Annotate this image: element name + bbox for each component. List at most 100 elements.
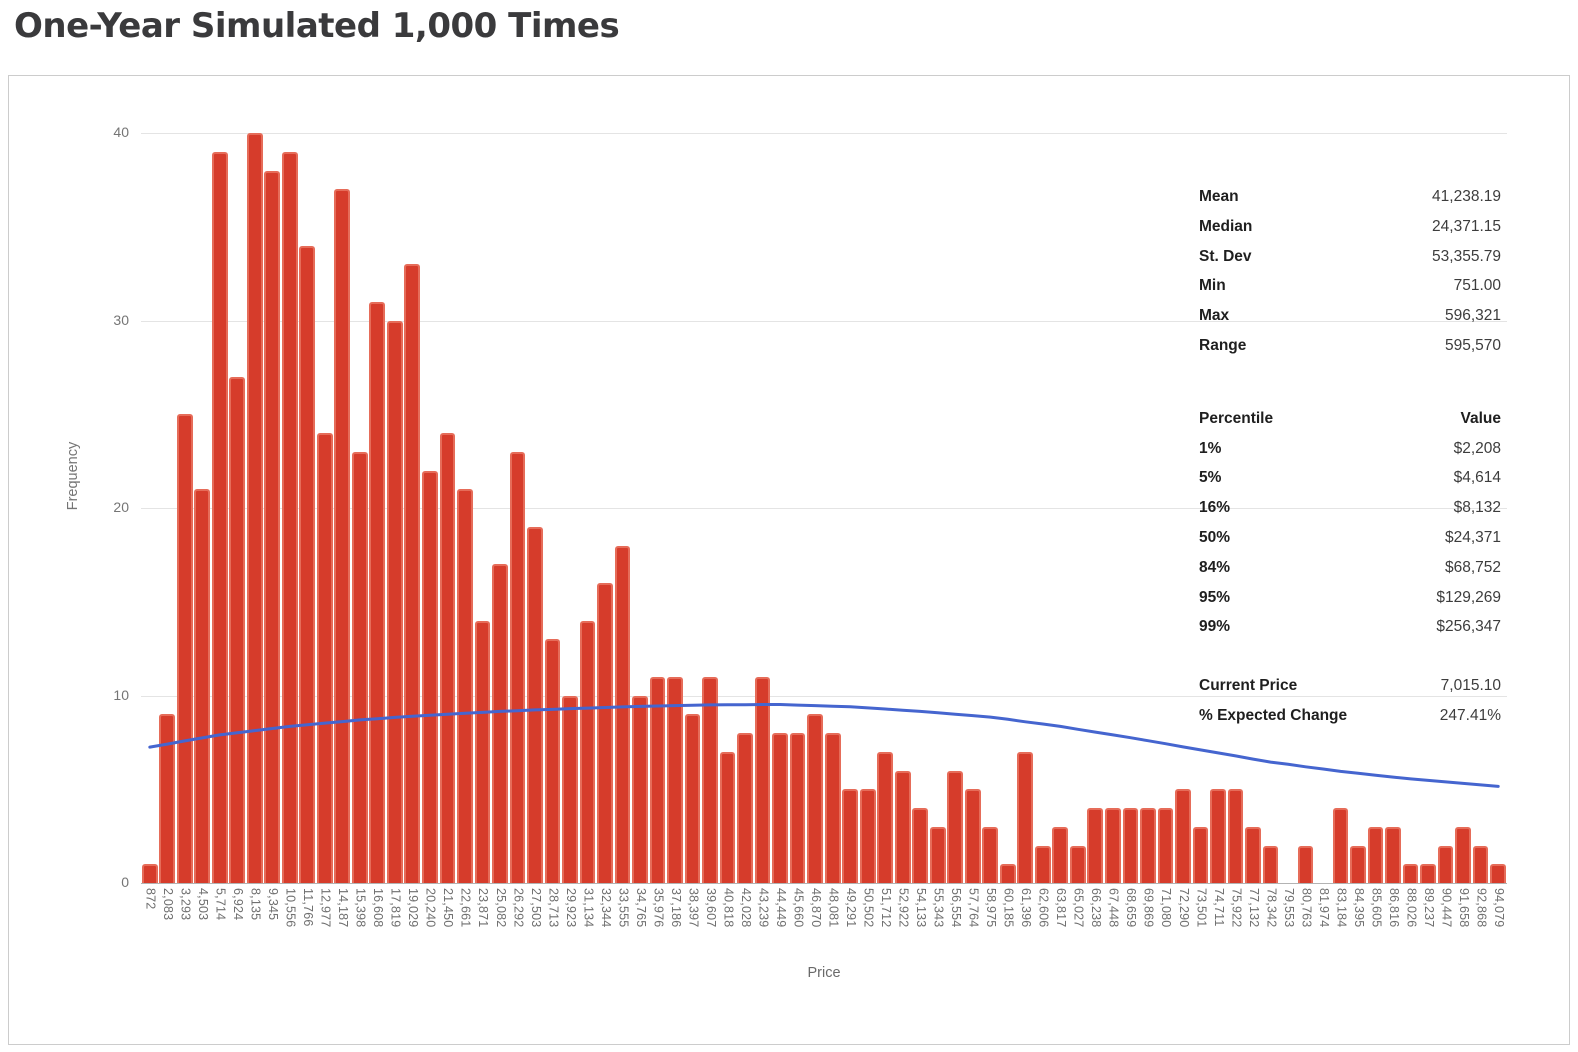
x-tick-label: 51,712 [879,888,894,928]
histogram-bar [1105,808,1121,883]
x-tick-label: 94,079 [1491,888,1506,928]
histogram-bar [1437,845,1454,883]
histogram-bar [947,770,964,883]
x-tick-label: 63,817 [1054,888,1069,928]
x-tick-label: 86,816 [1386,888,1401,928]
histogram-bar [789,733,806,883]
x-tick-label: 92,868 [1474,888,1489,928]
x-tick-label: 45,660 [791,888,806,928]
histogram-bar [1245,826,1261,883]
x-tick-label: 22,661 [458,888,473,928]
y-tick-label: 30 [113,311,129,328]
histogram-bar [316,433,333,883]
histogram-bar [264,170,281,883]
x-tick-label: 3,293 [178,888,193,921]
histogram-bar [562,695,578,883]
histogram-bar [544,639,561,883]
histogram-bar [842,789,859,883]
x-tick-label: 67,448 [1106,888,1121,928]
x-tick-label: 872 [143,888,158,910]
percentile-value: $68,752 [1444,558,1501,576]
x-tick-label: 17,819 [388,888,403,928]
stat-label: St. Dev [1199,247,1252,265]
x-tick-label: 9,345 [266,888,281,921]
x-tick-label: 79,553 [1281,888,1296,928]
plot-area [141,133,1507,884]
histogram-bar [1332,808,1349,883]
stat-row: Percentile Value [1199,404,1501,434]
histogram-bar [281,151,298,883]
stat-value: 247.41% [1439,706,1501,724]
percentile-label: 99% [1199,618,1231,636]
stat-row: 95% $129,269 [1199,583,1501,613]
histogram-bar [649,676,666,883]
x-tick-label: 11,766 [301,888,316,927]
histogram-bar [1297,845,1314,883]
histogram-bar [369,301,386,883]
x-tick-label: 34,765 [633,888,648,928]
x-tick-label: 42,028 [738,888,753,928]
histogram-bar [141,864,158,883]
x-tick-label: 54,133 [914,888,929,928]
x-tick-label: 38,397 [686,888,701,928]
histogram-bar [614,545,631,883]
histogram-bar [509,451,526,883]
histogram-bar [1087,808,1104,883]
stat-row: Current Price 7,015.10 [1199,671,1501,701]
x-tick-label: 61,396 [1019,888,1034,928]
stat-value: 596,321 [1444,307,1501,325]
stat-row: St. Dev 53,355.79 [1199,242,1501,272]
histogram-bar [632,695,648,883]
histogram-bar [1455,826,1471,883]
x-tick-label: 40,818 [721,888,736,928]
stats-spacer [1199,642,1501,671]
histogram-bar [1472,845,1489,883]
x-tick-label: 57,764 [966,888,981,928]
histogram-bar [1192,826,1209,883]
stat-row: 5% $4,614 [1199,463,1501,493]
histogram-bar [754,676,771,883]
x-tick-label: 4,503 [196,888,211,921]
stat-label: Current Price [1199,677,1298,695]
x-tick-label: 90,447 [1439,888,1454,928]
percentile-header-label: Percentile [1199,409,1274,427]
percentile-label: 16% [1199,499,1231,517]
x-tick-label: 21,450 [441,888,456,928]
y-tick-label: 0 [121,874,129,890]
y-tick-label: 20 [113,499,129,515]
x-tick-label: 55,343 [931,888,946,928]
x-tick-label: 14,187 [336,888,351,928]
histogram-bar [527,526,543,883]
histogram-bar [334,189,351,883]
histogram-bar [702,676,718,883]
histogram-bar [964,789,981,883]
x-tick-label: 72,290 [1176,888,1191,928]
histogram-bar [1157,808,1174,883]
x-tick-label: 60,185 [1001,888,1016,928]
x-tick-label: 43,239 [756,888,771,928]
histogram-bar [667,676,683,883]
x-tick-label: 39,607 [703,888,718,928]
x-tick-label: 71,080 [1159,888,1174,928]
x-tick-label: 89,237 [1421,888,1436,928]
x-tick-label: 58,975 [984,888,999,928]
stat-row: % Expected Change 247.41% [1199,701,1501,731]
histogram-bar [719,751,736,883]
histogram-bar [1175,789,1191,883]
histogram-bar [1069,845,1086,883]
x-tick-label: 69,869 [1141,888,1156,928]
stat-value: 24,371.15 [1432,217,1501,235]
stat-row: 50% $24,371 [1199,523,1501,553]
histogram-bar [1262,845,1279,883]
x-tick-label: 52,922 [896,888,911,928]
histogram-bar [1367,826,1384,883]
histogram-bar [176,414,193,883]
x-tick-label: 28,713 [546,888,561,928]
histogram-bar [211,151,228,883]
histogram-bar [684,714,701,883]
y-tick-label: 10 [113,686,129,703]
x-tick-label: 83,184 [1334,888,1349,928]
y-gridline [141,695,1507,697]
histogram-bar [386,320,403,883]
stat-value: 7,015.10 [1440,677,1501,695]
